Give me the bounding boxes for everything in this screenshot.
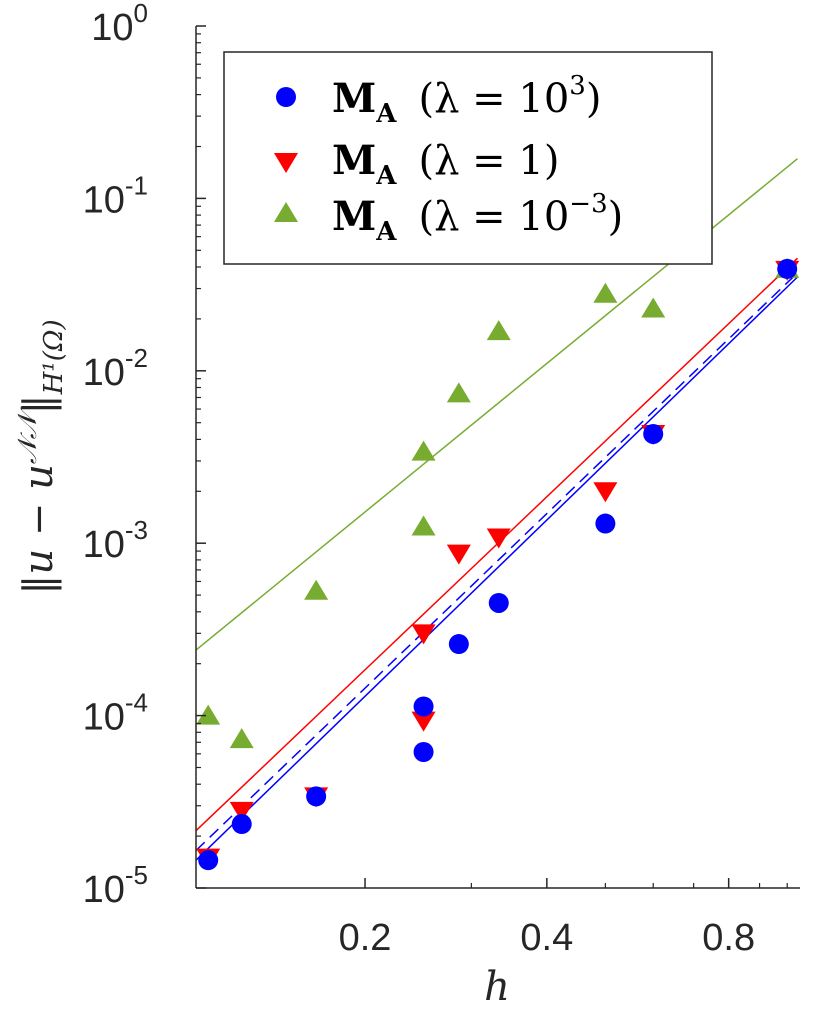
- data-point-circle: [448, 634, 469, 655]
- y-tick-label: 10-3: [83, 515, 148, 566]
- y-axis-label: ‖u − u𝒩𝒩‖H¹(Ω): [13, 319, 69, 594]
- data-point-triangle-up: [411, 440, 436, 461]
- data-point-triangle-down: [486, 528, 511, 549]
- data-point-circle: [231, 814, 252, 835]
- data-point-triangle-up: [641, 297, 666, 318]
- data-point-circle: [488, 592, 509, 613]
- data-point-triangle-down: [446, 544, 471, 565]
- x-axis-label: h: [484, 964, 510, 1010]
- legend-marker-circle: [276, 87, 296, 107]
- legend-box: [223, 51, 713, 265]
- data-point-circle: [413, 696, 434, 717]
- data-point-triangle-down: [411, 711, 436, 732]
- legend-entry-3: MA (λ = 10−3): [274, 189, 623, 247]
- fit-line-1: [195, 276, 799, 861]
- data-point-triangle-up: [304, 579, 329, 600]
- legend-marker-triangle-down: [274, 153, 298, 173]
- data-point-triangle-up: [196, 704, 221, 725]
- legend-entry-1: MA (λ = 103): [276, 71, 601, 129]
- axes: [195, 26, 800, 889]
- fit-line-1-dashed: [195, 272, 799, 852]
- legend-marker-triangle-up: [274, 202, 298, 222]
- x-tick-label: 0.8: [702, 917, 755, 959]
- data-point-triangle-up: [593, 282, 618, 303]
- data-point-circle: [777, 258, 798, 279]
- legend-entry-2: MA (λ = 1): [274, 137, 559, 191]
- data-point-triangle-down: [411, 624, 436, 645]
- legend-label-2: MA (λ = 1): [332, 137, 559, 191]
- legend-label-3: MA (λ = 10−3): [332, 189, 623, 247]
- data-point-triangle-up: [229, 728, 254, 749]
- data-point-circle: [198, 850, 219, 871]
- data-point-circle: [595, 513, 616, 534]
- data-point-triangle-up: [486, 320, 511, 341]
- data-point-circle: [413, 741, 434, 762]
- legend: MA (λ = 103) MA (λ = 1) MA (λ = 10−3): [223, 51, 713, 265]
- data-point-triangle-up: [446, 382, 471, 403]
- x-tick-label: 0.4: [520, 917, 573, 959]
- data-points: [196, 257, 800, 871]
- y-tick-label: 100: [91, 0, 148, 49]
- y-tick-label: 10-1: [83, 170, 148, 221]
- y-ticks: 10-5 10-4 10-3 10-2 10-1 100: [83, 0, 206, 911]
- data-point-triangle-down: [593, 482, 618, 503]
- data-point-circle: [306, 786, 327, 807]
- data-point-triangle-down: [229, 801, 254, 822]
- data-point-triangle-up: [411, 515, 436, 536]
- data-point-circle: [643, 423, 664, 444]
- y-tick-label: 10-5: [83, 860, 148, 911]
- y-tick-label: 10-4: [83, 688, 148, 739]
- x-ticks: 0.2 0.4 0.8: [339, 878, 788, 959]
- legend-label-1: MA (λ = 103): [332, 71, 601, 129]
- x-tick-label: 0.2: [339, 917, 392, 959]
- y-tick-label: 10-2: [83, 343, 148, 394]
